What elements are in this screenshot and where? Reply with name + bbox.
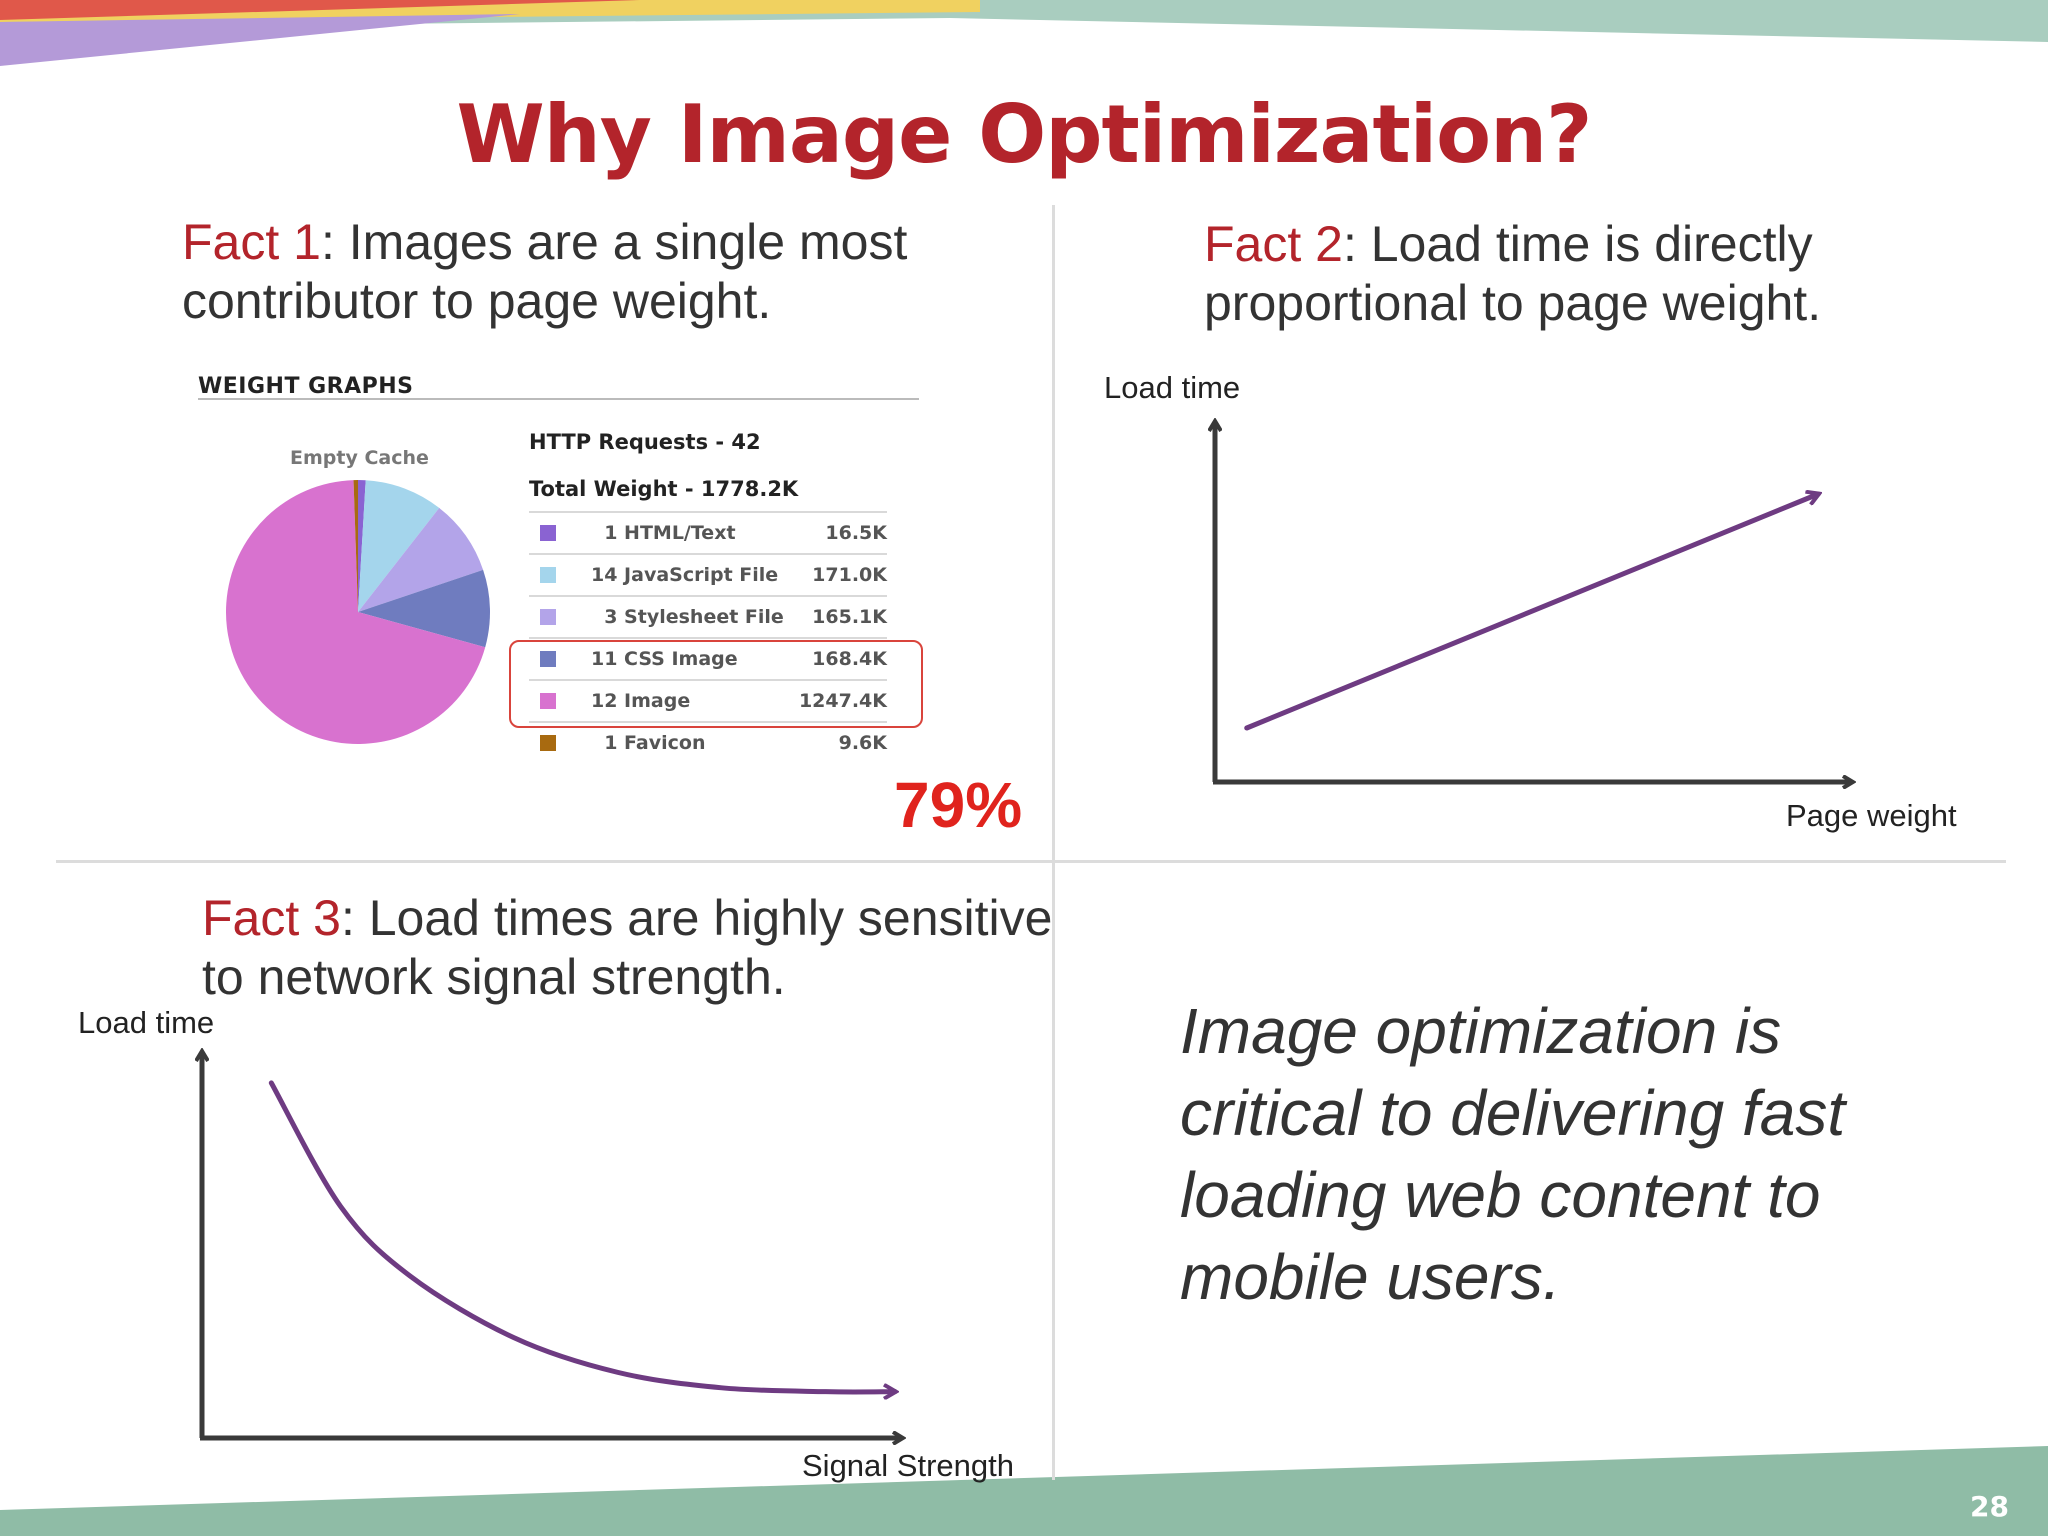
fact-3-lead: Fact 3 [202, 890, 341, 946]
legend-value: 1247.4K [798, 690, 887, 712]
legend-value: 171.0K [812, 564, 887, 586]
conclusion-text: Image optimization is critical to delive… [1180, 995, 1846, 1313]
chart2-xlabel: Page weight [1786, 798, 1957, 833]
legend-label: 12 Image [591, 690, 691, 712]
weight-table-row: 1 HTML/Text 16.5K [529, 511, 887, 553]
legend-label: 3 Stylesheet File [591, 606, 784, 628]
legend-value: 16.5K [825, 522, 887, 544]
weight-table-row: 14 JavaScript File 171.0K [529, 553, 887, 595]
weight-table: 1 HTML/Text 16.5K 14 JavaScript File 171.0K… [529, 511, 887, 763]
fact-1-text: : Images are a single most contributor t… [182, 214, 908, 329]
load-weight-line [1244, 494, 1819, 731]
legend-swatch [540, 609, 556, 625]
chart3-plot [268, 1080, 895, 1392]
weight-table-row: 1 Favicon 9.6K [529, 721, 887, 763]
legend-swatch [540, 693, 556, 709]
fact-3: Fact 3: Load times are highly sensitive … [202, 889, 1062, 1007]
pie-slice-html-text [358, 480, 366, 612]
weight-table-row: 3 Stylesheet File 165.1K [529, 595, 887, 637]
legend-swatch [540, 567, 556, 583]
legend-swatch [540, 735, 556, 751]
top-red-banner [0, 0, 640, 20]
weight-graphs-rule [198, 398, 919, 400]
weight-table-row: 12 Image 1247.4K [529, 679, 887, 721]
http-requests: HTTP Requests - 42 [529, 430, 761, 454]
horizontal-divider [56, 860, 2006, 863]
fact-2-text: : Load time is directly proportional to … [1204, 216, 1822, 331]
pie-slice-stylesheet-file [358, 507, 484, 612]
pie-slice-javascript-file [358, 480, 440, 612]
load-vs-weight-chart [1190, 410, 1870, 800]
vertical-divider [1052, 205, 1055, 1480]
fact-2-lead: Fact 2 [1204, 216, 1343, 272]
image-highlight-box [509, 640, 923, 728]
load-vs-signal-chart [170, 1040, 920, 1450]
pie-slice-image [226, 480, 486, 744]
weight-table-row: 11 CSS Image 168.4K [529, 637, 887, 679]
fact-1-lead: Fact 1 [182, 214, 321, 270]
weight-pie-chart [226, 480, 490, 744]
legend-label: 1 HTML/Text [591, 522, 736, 544]
chart2-ylabel: Load time [1104, 370, 1241, 405]
fact-2: Fact 2: Load time is directly proportion… [1204, 215, 2004, 333]
weight-graphs-header: WEIGHT GRAPHS [198, 374, 414, 399]
total-weight: Total Weight - 1778.2K [529, 477, 799, 501]
load-signal-curve [268, 1080, 895, 1392]
legend-label: 11 CSS Image [591, 648, 738, 670]
legend-label: 1 Favicon [591, 732, 706, 754]
legend-label: 14 JavaScript File [591, 564, 779, 586]
legend-value: 168.4K [812, 648, 887, 670]
chart3-xlabel: Signal Strength [802, 1448, 1014, 1483]
slide-title: Why Image Optimization? [456, 88, 1593, 181]
empty-cache-label: Empty Cache [290, 447, 429, 469]
chart3-ylabel: Load time [78, 1005, 215, 1040]
top-purple-banner [0, 14, 520, 66]
pie-slices [226, 480, 490, 744]
page-number: 28 [1970, 1490, 2009, 1523]
pie-slice-favicon [353, 480, 358, 612]
legend-value: 165.1K [812, 606, 887, 628]
pie-slice-css-image [358, 569, 490, 648]
bottom-green-banner [0, 1446, 2048, 1536]
fact-1: Fact 1: Images are a single most contrib… [182, 213, 982, 331]
fact-3-text: : Load times are highly sensitive to net… [202, 890, 1053, 1005]
legend-swatch [540, 651, 556, 667]
legend-value: 9.6K [838, 732, 887, 754]
legend-swatch [540, 525, 556, 541]
image-percent: 79% [894, 769, 1023, 841]
chart2-plot [1244, 494, 1819, 731]
